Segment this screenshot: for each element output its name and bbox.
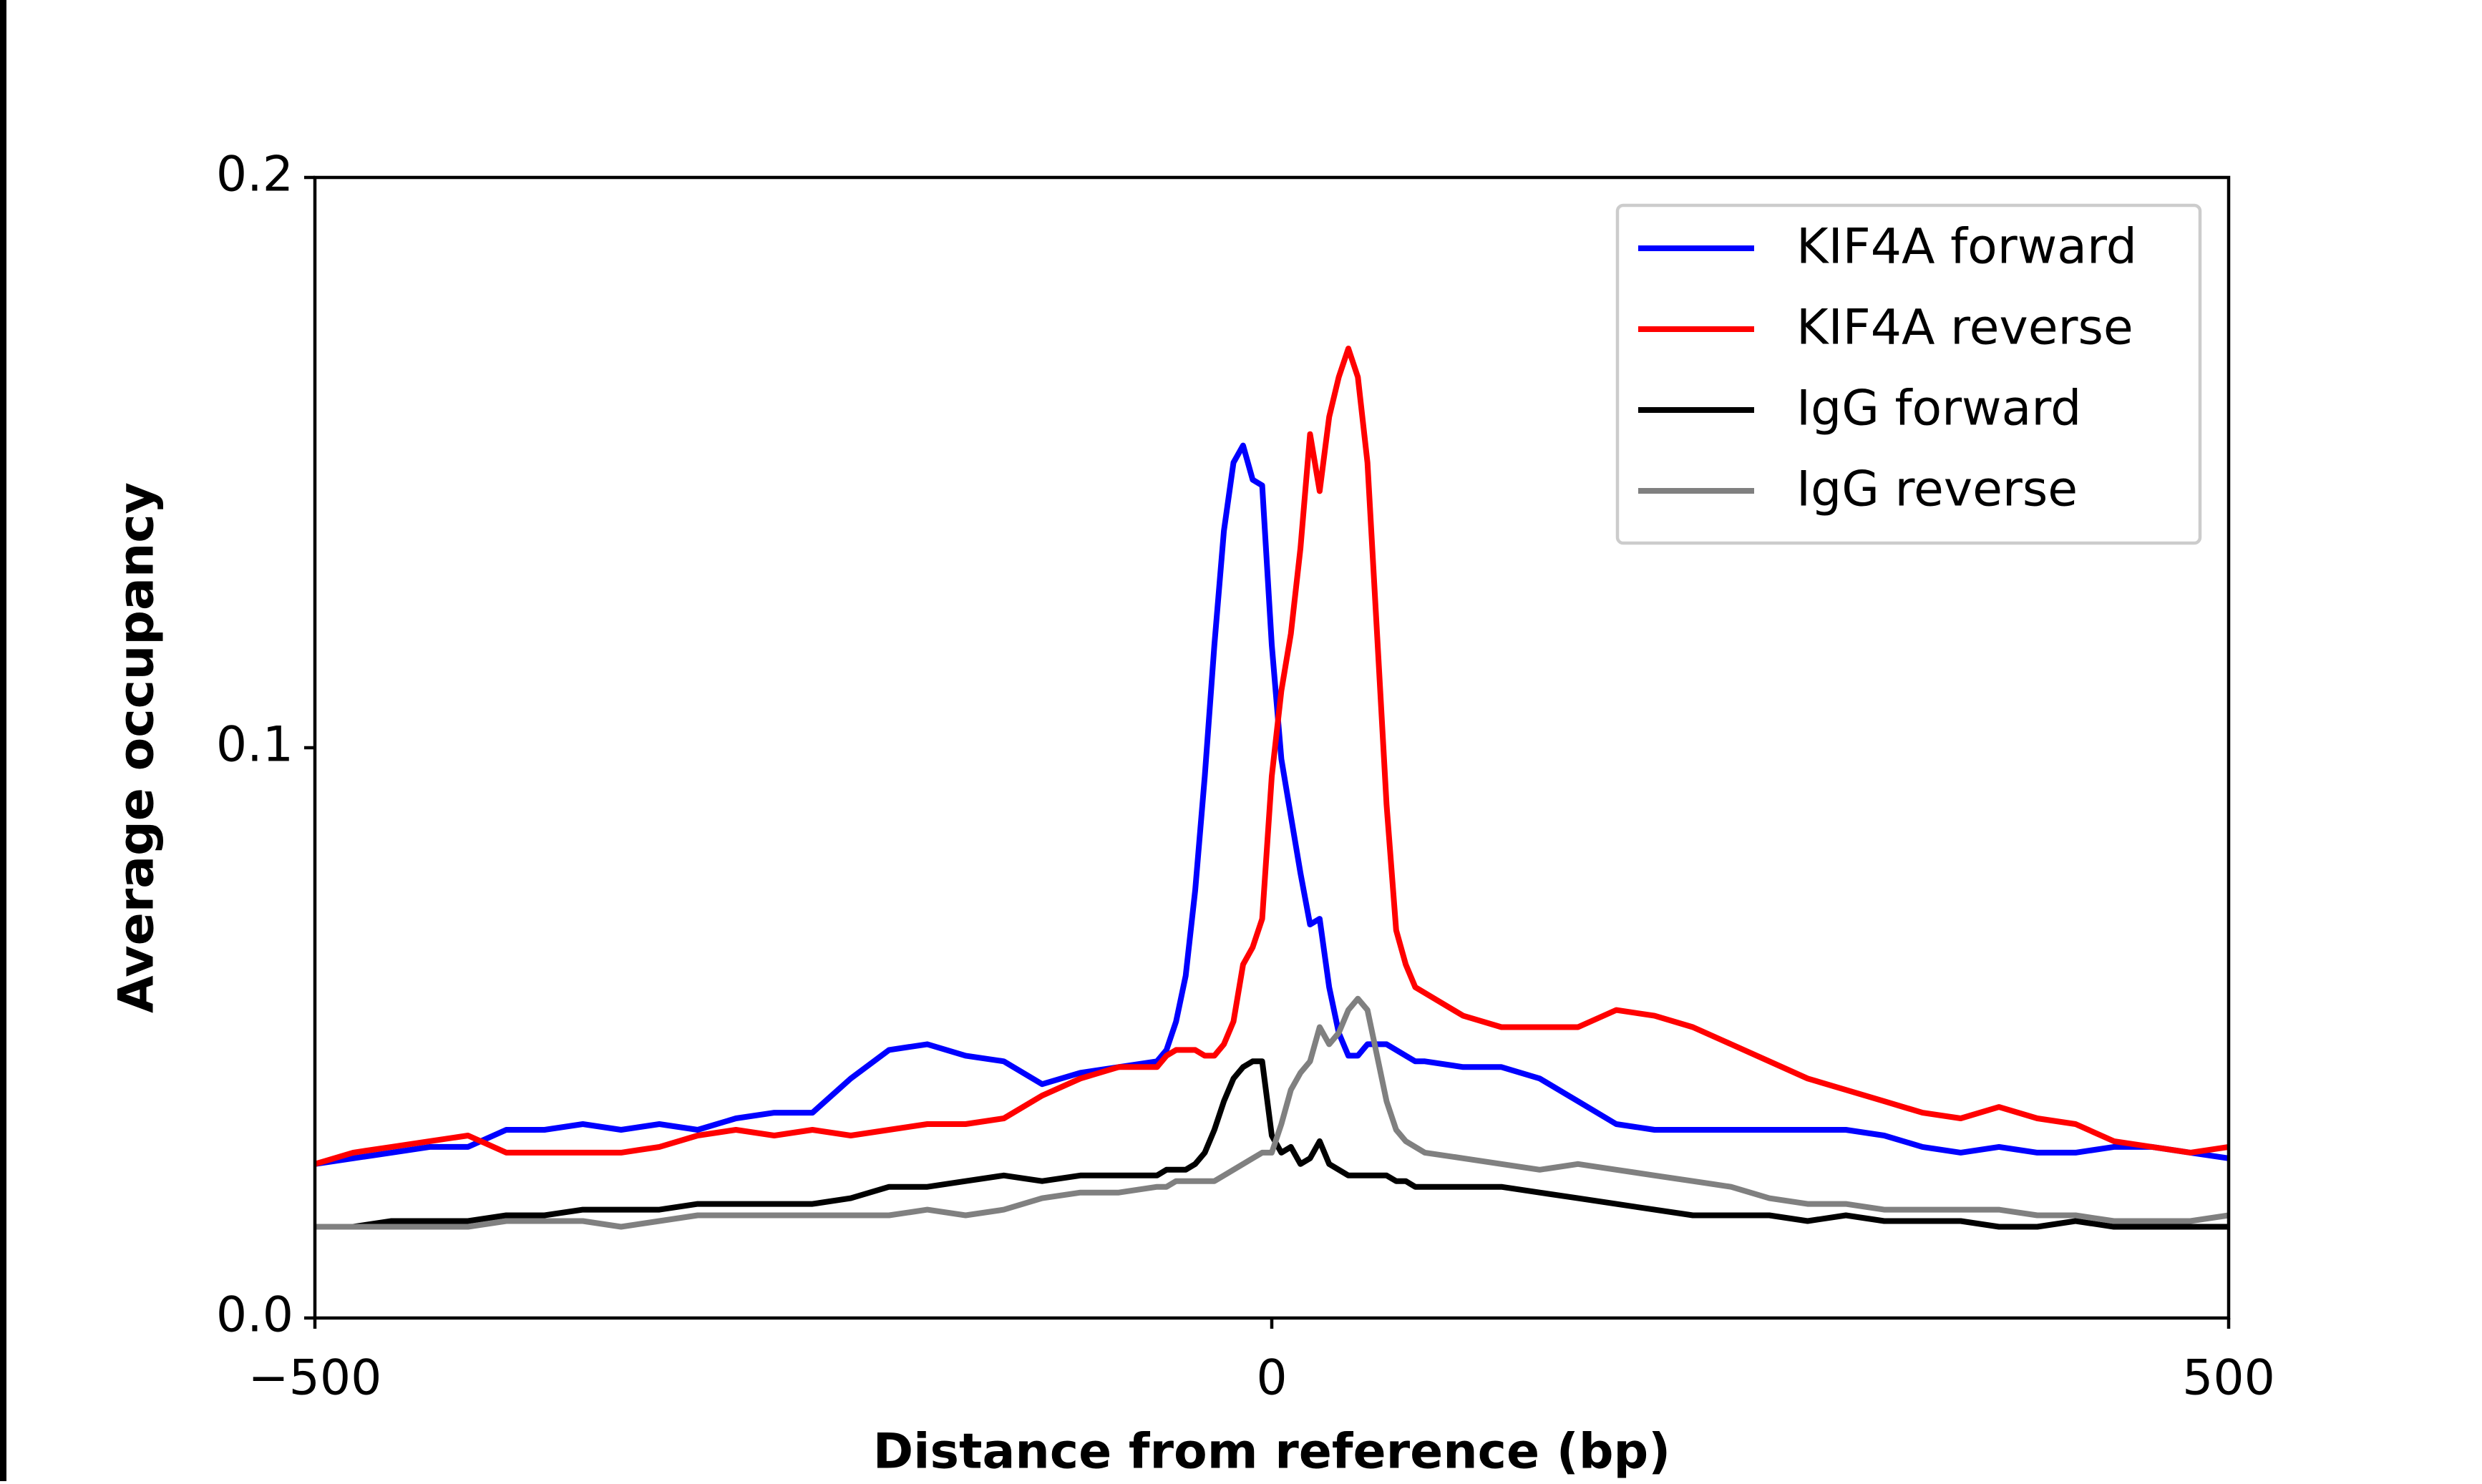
data-line — [315, 1058, 2229, 1230]
data-line — [314, 442, 2229, 1167]
x-tick-label: 0 — [1256, 1350, 1287, 1407]
y-tick-label: 0.2 — [216, 147, 293, 203]
legend-box — [1615, 203, 2202, 545]
legend-label: KIF4A forward — [1796, 219, 2137, 275]
x-tick-label: 500 — [2182, 1350, 2275, 1407]
y-axis-label: Average occupancy — [109, 482, 165, 1013]
y-tick-label: 0.0 — [216, 1287, 293, 1344]
legend-label: KIF4A reverse — [1796, 300, 2133, 356]
plot-lines — [313, 346, 2229, 1230]
left-border — [0, 0, 6, 1481]
y-tick-label: 0.1 — [216, 717, 293, 773]
data-line — [313, 346, 2229, 1167]
x-axis-label: Distance from reference (bp) — [873, 1424, 1671, 1480]
x-tick-label: −500 — [248, 1350, 382, 1407]
legend-label: IgG forward — [1796, 381, 2081, 437]
legend-label: IgG reverse — [1796, 462, 2078, 518]
data-line — [315, 995, 2229, 1230]
legend: KIF4A forward KIF4A reverse IgG forward IgG… — [1615, 203, 2202, 545]
